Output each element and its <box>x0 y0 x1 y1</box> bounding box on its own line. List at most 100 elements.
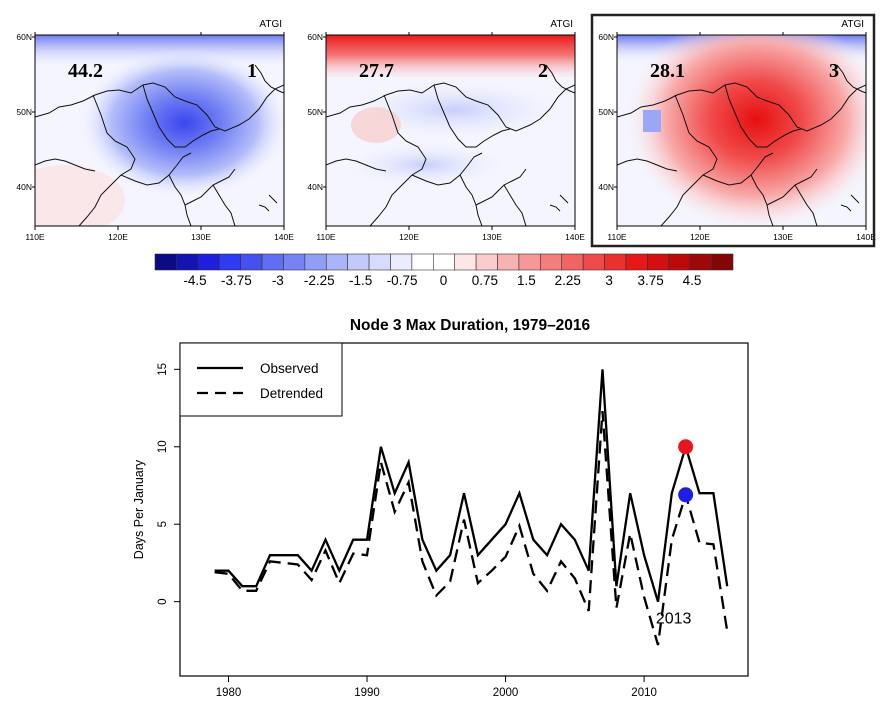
colorbar-swatch <box>475 253 498 271</box>
colorbar-swatch <box>497 253 520 271</box>
lat-tick-label: 50N <box>307 107 323 117</box>
coastline <box>850 194 860 204</box>
lat-tick-label: 40N <box>598 182 614 192</box>
map-frame <box>325 34 576 227</box>
lon-tick-label: 110E <box>607 232 627 242</box>
lon-tick-label: 130E <box>773 232 793 242</box>
coastline <box>411 152 483 186</box>
lon-tick-label: 130E <box>482 232 502 242</box>
coastline <box>840 204 852 212</box>
legend-label-observed: Observed <box>260 361 319 376</box>
colorbar-swatch <box>261 253 284 271</box>
lon-tick-label: 140E <box>274 232 294 242</box>
colorbar-swatch <box>197 253 220 271</box>
annotation-label: 2013 <box>656 610 692 627</box>
y-tick-label: 10 <box>157 440 169 453</box>
panel-value-label: 44.2 <box>68 60 103 82</box>
coastline <box>617 82 866 132</box>
coastline <box>326 158 387 172</box>
colorbar-swatch <box>432 253 456 271</box>
lat-tick-label: 40N <box>307 182 323 192</box>
panel-node-label: 1 <box>247 60 257 82</box>
colorbar-swatch <box>604 253 627 271</box>
shading-weak-neg <box>643 110 661 132</box>
x-tick-label: 1990 <box>354 687 380 699</box>
colorbar-tick-label: 4.5 <box>683 273 702 288</box>
series-line-observed <box>214 369 729 603</box>
colorbar-tick-label: -1.5 <box>349 273 372 288</box>
colorbar: -4.5 -3.75 -3 -2.25 -1.5 -0.75 0 0.75 1.5 2.25 3 3.… <box>154 253 734 288</box>
y-tick-label: 0 <box>157 598 169 604</box>
colorbar-tick-label: -4.5 <box>183 273 206 288</box>
coastline <box>326 82 575 132</box>
colorbar-swatch <box>304 253 327 271</box>
coastline <box>212 184 236 226</box>
lon-tick-label: 120E <box>690 232 710 242</box>
chart-title: Node 3 Max Duration, 1979–2016 <box>350 317 591 334</box>
lon-tick-label: 140E <box>565 232 585 242</box>
colorbar-swatch <box>582 253 605 271</box>
map-frame <box>616 34 867 227</box>
colorbar-swatch <box>411 253 434 271</box>
coastline <box>503 184 527 226</box>
coastline <box>35 82 284 132</box>
coastline <box>142 84 220 148</box>
lon-tick-label: 110E <box>316 232 336 242</box>
lat-tick-label: 50N <box>16 107 32 117</box>
coastline <box>168 174 192 226</box>
colorbar-swatch <box>689 253 712 271</box>
highlight-frame <box>590 13 876 248</box>
colorbar-swatch <box>518 253 541 271</box>
plot-frame <box>179 342 749 677</box>
coastline <box>549 204 561 212</box>
colorbar-tick-label: -2.25 <box>304 273 335 288</box>
coastline <box>617 158 678 172</box>
y-tick-label: 15 <box>157 363 169 376</box>
colorbar-swatch <box>368 253 391 271</box>
colorbar-swatch <box>390 253 413 271</box>
coastline <box>433 84 511 148</box>
colorbar-swatch <box>647 253 670 271</box>
colorbar-tick-label: 1.5 <box>517 273 536 288</box>
coastline <box>724 84 802 148</box>
coastline <box>545 64 575 94</box>
x-tick-label: 2000 <box>493 687 519 699</box>
colorbar-swatch <box>347 253 370 271</box>
y-tick-label: 5 <box>157 521 169 527</box>
colorbar-swatch <box>625 253 648 271</box>
lon-tick-label: 130E <box>191 232 211 242</box>
highlight-point-observed <box>678 439 694 455</box>
coastline <box>258 204 270 212</box>
lat-tick-label: 40N <box>16 182 32 192</box>
map-frame <box>34 34 285 227</box>
coastline <box>120 152 192 186</box>
colorbar-swatch <box>540 253 563 271</box>
x-tick-label: 2010 <box>631 687 657 699</box>
legend: Observed Detrended <box>179 342 343 417</box>
panel-corner-label: ATGI <box>259 19 282 30</box>
colorbar-tick-label: 0.75 <box>472 273 498 288</box>
colorbar-swatch <box>711 253 734 271</box>
coastline <box>78 94 136 226</box>
colorbar-swatch <box>561 253 584 271</box>
colorbar-tick-label: -0.75 <box>387 273 418 288</box>
map-panel-3: 110E 120E 130E 140E 60N 50N 40N ATGI 28.1 3 <box>590 13 876 248</box>
colorbar-tick-label: 3 <box>605 273 613 288</box>
coastline <box>794 184 818 226</box>
lat-tick-label: 60N <box>16 32 32 42</box>
coastline <box>559 194 569 204</box>
lon-tick-label: 120E <box>399 232 419 242</box>
legend-label-detrended: Detrended <box>260 386 323 401</box>
coastline <box>702 152 774 186</box>
map-panel-1: 110E 120E 130E 140E 60N 50N 40N ATGI 44.2 1 <box>16 19 294 242</box>
map-panel-2: 110E 120E 130E 140E 60N 50N 40N ATGI 27.7 2 <box>307 19 585 242</box>
panel-corner-label: ATGI <box>841 19 864 30</box>
colorbar-swatch <box>454 253 477 271</box>
colorbar-tick-label: -3.75 <box>221 273 252 288</box>
panel-node-label: 2 <box>538 60 548 82</box>
coastline <box>184 168 236 206</box>
coastline <box>35 158 96 172</box>
legend-box <box>179 342 343 417</box>
colorbar-swatch <box>176 253 199 271</box>
